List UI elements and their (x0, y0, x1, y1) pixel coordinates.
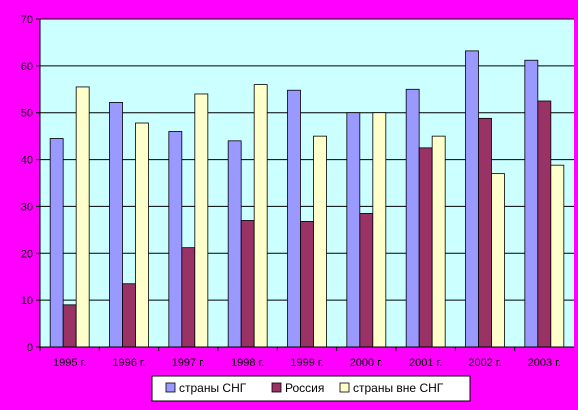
x-tick-label: 1995 г. (53, 357, 86, 369)
bar-0-6 (405, 88, 420, 348)
y-tick-label: 20 (21, 248, 33, 260)
bar-2-4 (313, 135, 327, 348)
x-tick-label: 1999 г. (290, 357, 323, 369)
bar-0-4 (287, 89, 301, 348)
x-axis-ticks: 1995 г. 1996 г. 1997 г. 1998 г. 1999 г. 2000 … (39, 347, 561, 369)
bar-2-6 (431, 135, 446, 348)
bar-0-1 (109, 102, 123, 348)
y-tick-label: 70 (21, 14, 33, 26)
bar-2-2 (194, 93, 209, 348)
bar-0-5 (346, 112, 361, 348)
bar-1-4 (300, 221, 314, 348)
bar-1-0 (62, 304, 77, 348)
legend-swatch-2 (339, 382, 350, 393)
y-tick-label: 30 (21, 201, 33, 213)
x-tick-label: 2000 г. (350, 357, 383, 369)
x-tick-label: 1996 г. (112, 357, 145, 369)
x-tick-label: 2003 г. (528, 357, 561, 369)
bars (49, 50, 565, 348)
bar-0-3 (227, 140, 242, 348)
bar-0-7 (465, 50, 479, 348)
bar-2-3 (253, 84, 268, 348)
bar-1-6 (418, 147, 433, 348)
legend-label-0: страны СНГ (179, 381, 247, 395)
y-tick-label: 40 (21, 155, 33, 167)
bar-0-0 (49, 138, 64, 348)
bar-1-7 (478, 117, 492, 348)
bar-1-1 (122, 283, 136, 348)
legend-swatch-0 (165, 382, 176, 393)
bar-0-2 (168, 131, 183, 348)
legend-box (151, 375, 471, 402)
x-tick-label: 1997 г. (172, 357, 205, 369)
y-tick-label: 0 (27, 342, 33, 354)
x-tick-label: 1998 г. (231, 357, 264, 369)
bar-2-0 (75, 86, 90, 348)
x-tick-label: 2001 г. (409, 357, 442, 369)
y-tick-label: 60 (21, 61, 33, 73)
legend-label-1: Россия (285, 381, 324, 395)
y-tick-label: 50 (21, 108, 33, 120)
y-axis-ticks: 0 10 20 30 40 50 60 70 (21, 14, 40, 354)
bar-1-3 (240, 220, 255, 348)
legend: страны СНГ Россия страны вне СНГ (151, 375, 471, 402)
bar-1-5 (359, 213, 374, 348)
bar-2-5 (372, 112, 387, 348)
bar-0-8 (524, 59, 539, 348)
legend-swatch-1 (271, 382, 282, 393)
legend-label-2: страны вне СНГ (353, 381, 444, 395)
bar-2-7 (491, 173, 505, 348)
bar-1-8 (537, 100, 552, 348)
x-tick-label: 2002 г. (468, 357, 501, 369)
bar-1-2 (181, 247, 196, 348)
bar-2-1 (135, 122, 149, 348)
bar-2-8 (550, 164, 565, 348)
y-tick-label: 10 (21, 295, 33, 307)
